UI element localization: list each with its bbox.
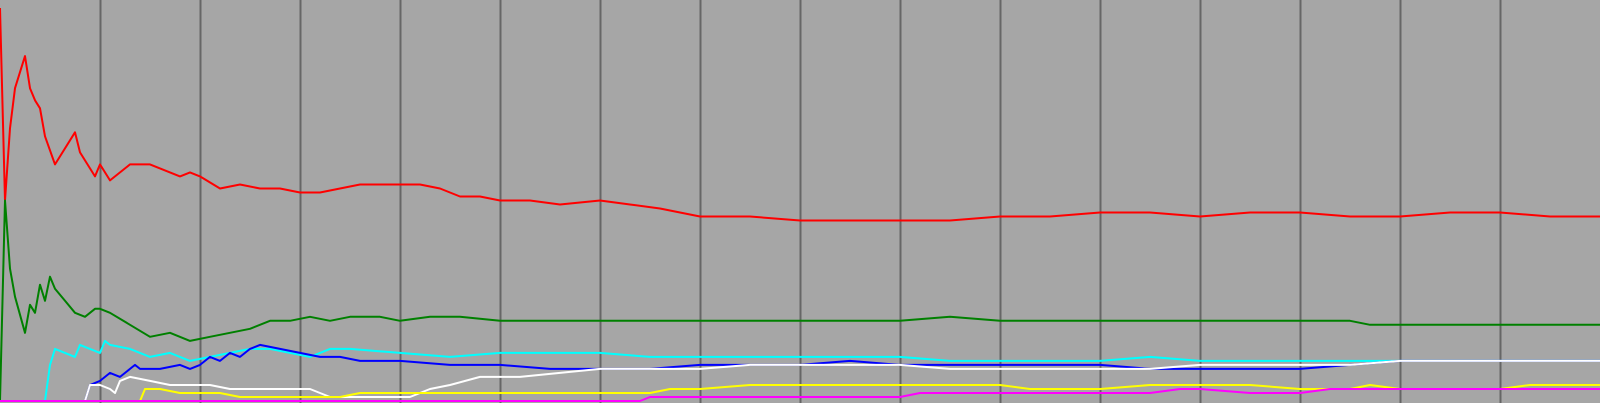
series-line-4 xyxy=(0,343,1600,402)
grid-lines xyxy=(99,0,1502,403)
series-layer xyxy=(0,7,1600,402)
series-line-2 xyxy=(0,199,1600,402)
series-line-1 xyxy=(0,7,1600,222)
series-line-3 xyxy=(0,339,1600,402)
series-line-7 xyxy=(0,388,1600,402)
series-line-5 xyxy=(0,359,1600,402)
